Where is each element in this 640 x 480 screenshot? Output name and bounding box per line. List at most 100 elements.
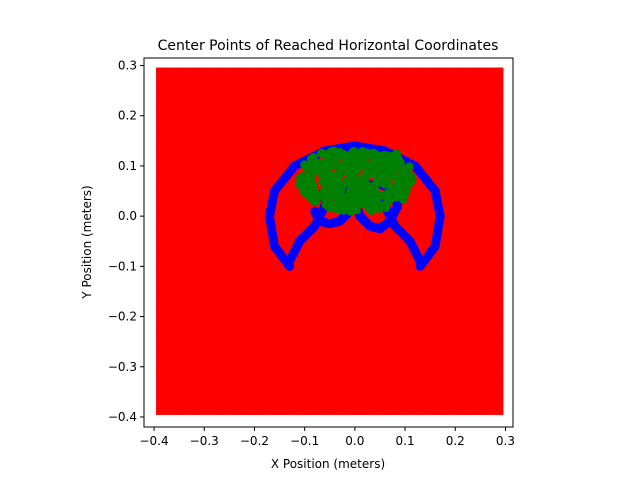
red-point — [176, 308, 183, 315]
green-point — [374, 204, 384, 214]
y-tick-label: 0.0 — [118, 209, 137, 223]
red-point — [216, 388, 223, 395]
red-point — [457, 288, 464, 295]
red-point — [356, 368, 363, 375]
red-point — [417, 127, 424, 134]
red-point — [276, 147, 283, 154]
red-point — [336, 67, 343, 74]
red-point — [356, 248, 363, 255]
red-point — [457, 408, 464, 415]
red-point — [477, 127, 484, 134]
red-point — [236, 147, 243, 154]
red-point — [457, 188, 464, 195]
red-point — [336, 368, 343, 375]
red-point — [276, 388, 283, 395]
red-point — [477, 288, 484, 295]
red-point — [417, 388, 424, 395]
red-point — [497, 248, 504, 255]
red-point — [236, 308, 243, 315]
red-point — [336, 328, 343, 335]
green-point — [338, 194, 348, 204]
red-point — [196, 328, 203, 335]
red-point — [176, 107, 183, 114]
red-point — [236, 268, 243, 275]
red-point — [256, 228, 263, 235]
green-point — [348, 151, 358, 161]
red-point — [156, 348, 163, 355]
red-point — [437, 67, 444, 74]
red-point — [437, 107, 444, 114]
red-point — [356, 348, 363, 355]
red-point — [336, 388, 343, 395]
red-point — [336, 408, 343, 415]
red-point — [417, 147, 424, 154]
red-point — [437, 348, 444, 355]
red-point — [256, 127, 263, 134]
red-point — [156, 87, 163, 94]
red-point — [397, 368, 404, 375]
red-point — [156, 188, 163, 195]
red-point — [477, 208, 484, 215]
red-point — [156, 208, 163, 215]
red-point — [376, 268, 383, 275]
red-point — [437, 408, 444, 415]
green-point — [323, 201, 333, 211]
green-point — [366, 202, 376, 212]
red-point — [477, 408, 484, 415]
red-point — [397, 127, 404, 134]
green-point — [351, 184, 361, 194]
red-point — [316, 107, 323, 114]
chart-title: Center Points of Reached Horizontal Coor… — [158, 38, 499, 54]
red-point — [497, 328, 504, 335]
red-point — [196, 87, 203, 94]
red-point — [497, 408, 504, 415]
red-point — [236, 348, 243, 355]
green-point — [361, 162, 371, 172]
red-point — [216, 348, 223, 355]
red-point — [256, 368, 263, 375]
red-point — [397, 107, 404, 114]
red-point — [276, 408, 283, 415]
x-tick-label: 0.3 — [496, 434, 515, 448]
red-point — [457, 328, 464, 335]
red-point — [216, 208, 223, 215]
red-point — [376, 87, 383, 94]
red-point — [457, 208, 464, 215]
red-point — [196, 268, 203, 275]
red-point — [296, 308, 303, 315]
green-point — [350, 158, 360, 168]
green-point — [390, 184, 400, 194]
red-point — [356, 107, 363, 114]
red-point — [437, 127, 444, 134]
red-point — [256, 328, 263, 335]
red-point — [477, 87, 484, 94]
red-point — [276, 127, 283, 134]
red-point — [457, 228, 464, 235]
red-point — [376, 67, 383, 74]
x-axis-label: X Position (meters) — [271, 457, 385, 471]
red-point — [497, 147, 504, 154]
red-point — [176, 147, 183, 154]
red-point — [457, 167, 464, 174]
red-point — [477, 388, 484, 395]
red-point — [256, 268, 263, 275]
red-point — [236, 228, 243, 235]
green-point — [350, 168, 360, 178]
green-point — [400, 188, 410, 198]
red-point — [156, 268, 163, 275]
red-point — [417, 368, 424, 375]
red-point — [256, 308, 263, 315]
red-point — [336, 107, 343, 114]
red-point — [196, 147, 203, 154]
red-point — [316, 408, 323, 415]
green-point — [339, 160, 349, 170]
red-point — [216, 228, 223, 235]
red-point — [336, 268, 343, 275]
red-point — [276, 67, 283, 74]
red-point — [497, 87, 504, 94]
red-point — [497, 308, 504, 315]
red-point — [397, 87, 404, 94]
red-point — [477, 67, 484, 74]
red-point — [176, 408, 183, 415]
red-point — [296, 208, 303, 215]
